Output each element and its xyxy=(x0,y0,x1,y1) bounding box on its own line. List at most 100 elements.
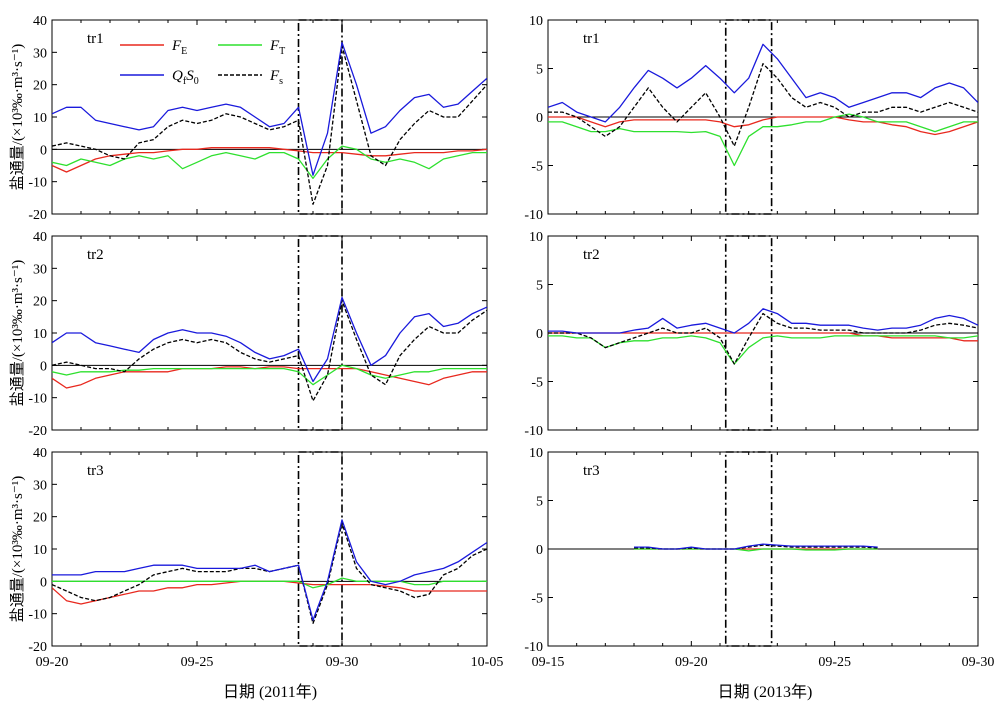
panel-label: tr3 xyxy=(87,463,104,479)
y-tick-label: -5 xyxy=(531,376,543,391)
series-group xyxy=(634,543,878,552)
y-tick-label: 10 xyxy=(33,111,47,126)
right-x-axis-label: 日期 (2013年) xyxy=(718,683,813,701)
y-tick-label: 5 xyxy=(536,279,543,294)
y-tick-label: 30 xyxy=(33,46,47,61)
series-line-FT xyxy=(52,364,487,386)
y-tick-label: 0 xyxy=(40,575,47,590)
y-tick-label: -10 xyxy=(524,424,543,439)
panel-label: tr1 xyxy=(583,31,600,47)
legend-item: Fs xyxy=(218,68,283,87)
y-tick-label: 5 xyxy=(536,63,543,78)
series-line-Fs xyxy=(548,63,978,147)
y-tick-label: 40 xyxy=(33,230,47,245)
series-line-QfS0 xyxy=(52,296,487,383)
series-group xyxy=(52,296,487,402)
panel-label: tr1 xyxy=(87,31,104,47)
y-axis-label: 盐通量/(×10³‰·m³·s⁻¹) xyxy=(9,44,26,191)
y-tick-label: -20 xyxy=(28,640,47,655)
legend-label: FT xyxy=(269,38,285,57)
series-line-QfS0 xyxy=(548,43,978,123)
y-tick-label: 10 xyxy=(33,327,47,342)
legend-item: FE xyxy=(120,38,187,57)
y-tick-label: 10 xyxy=(33,543,47,558)
x-tick-label: 09-25 xyxy=(818,655,851,670)
panel-right-tr1: -10 -5 0 5 10 tr1 xyxy=(524,14,979,223)
x-tick-label: 09-30 xyxy=(962,655,995,670)
y-tick-label: 40 xyxy=(33,14,47,29)
panel-label: tr3 xyxy=(583,463,600,479)
y-tick-label: 0 xyxy=(40,143,47,158)
y-tick-label: 0 xyxy=(536,327,543,342)
y-tick-label: 0 xyxy=(40,359,47,374)
y-tick-label: -20 xyxy=(28,424,47,439)
y-tick-label: 40 xyxy=(33,446,47,461)
highlight-window xyxy=(297,451,343,647)
x-tick-label: 09-20 xyxy=(675,655,708,670)
y-tick-label: 5 xyxy=(536,495,543,510)
legend-item: QfS0 xyxy=(120,68,199,87)
legend-label: Fs xyxy=(269,68,283,87)
series-line-QfS0 xyxy=(548,308,978,334)
legend-label: FE xyxy=(171,38,187,57)
y-axis-label: 盐通量/(×10³‰·m³·s⁻¹) xyxy=(9,260,26,407)
series-line-Fs xyxy=(634,544,878,550)
series-line-QfS0 xyxy=(52,41,487,176)
y-tick-label: -10 xyxy=(28,608,47,623)
x-tick-label: 09-15 xyxy=(532,655,565,670)
y-axis-label: 盐通量/(×10³‰·m³·s⁻¹) xyxy=(9,476,26,623)
legend-item: FT xyxy=(218,38,285,57)
plot-frame xyxy=(51,451,488,647)
y-tick-label: -5 xyxy=(531,160,543,175)
series-line-FT xyxy=(52,145,487,180)
x-tick-label: 09-30 xyxy=(326,655,359,670)
y-tick-label: -5 xyxy=(531,592,543,607)
series-line-FT xyxy=(548,113,978,167)
x-tick-label: 10-05 xyxy=(471,655,504,670)
panel-label: tr2 xyxy=(583,247,600,263)
x-tick-label: 09-25 xyxy=(181,655,214,670)
series-line-QfS0 xyxy=(634,543,878,550)
x-tick-label: 09-20 xyxy=(36,655,69,670)
y-tick-label: 10 xyxy=(529,14,543,29)
panel-left-tr1: -20 -10 0 10 20 30 40 tr1 盐通量/(×10³‰·m³·s⁻¹) xyxy=(9,14,488,223)
series-line-Fs xyxy=(548,312,978,365)
series-line-Fs xyxy=(52,300,487,402)
highlight-window xyxy=(297,235,343,431)
series-group xyxy=(52,41,487,205)
panels-layer: -20-10010203040tr1盐通量/(×10³‰·m³·s⁻¹)-20-… xyxy=(9,14,994,670)
y-tick-label: 0 xyxy=(536,111,543,126)
series-line-FE xyxy=(52,147,487,173)
y-tick-label: 30 xyxy=(33,478,47,493)
y-tick-label: 10 xyxy=(529,230,543,245)
y-tick-label: -10 xyxy=(28,392,47,407)
y-tick-label: 20 xyxy=(33,295,47,310)
y-tick-label: 0 xyxy=(536,543,543,558)
y-tick-label: -20 xyxy=(28,208,47,223)
y-tick-label: -10 xyxy=(524,208,543,223)
y-tick-label: 30 xyxy=(33,262,47,277)
series-group xyxy=(548,308,978,365)
y-tick-label: -10 xyxy=(524,640,543,655)
y-tick-label: -10 xyxy=(28,176,47,191)
panel-right-tr3: -10 -5 0 5 10 09-15 09-20 09-25 09-30 tr3 xyxy=(524,446,994,670)
series-group xyxy=(548,43,978,167)
legend: FE FT QfS0 Fs xyxy=(120,38,285,87)
y-tick-label: 20 xyxy=(33,79,47,94)
highlight-window xyxy=(297,19,343,215)
legend-label: QfS0 xyxy=(172,68,199,87)
series-line-FE xyxy=(548,332,978,342)
series-line-Fs xyxy=(52,45,487,205)
panel-right-tr2: -10 -5 0 5 10 tr2 xyxy=(524,230,979,439)
series-line-FE xyxy=(548,116,978,136)
series-line-FT xyxy=(52,577,487,589)
series-line-QfS0 xyxy=(52,519,487,621)
panel-left-tr3: -20 -10 0 10 20 30 40 09-20 09-25 09-30 10-05 tr3 盐通… xyxy=(9,446,503,670)
series-line-FT xyxy=(548,335,978,365)
y-tick-label: 20 xyxy=(33,511,47,526)
y-tick-label: 10 xyxy=(529,446,543,461)
series-group xyxy=(52,519,487,625)
panel-left-tr2: -20 -10 0 10 20 30 40 tr2 盐通量/(×10³‰·m³·s⁻¹) xyxy=(9,230,488,439)
left-x-axis-label: 日期 (2011年) xyxy=(223,683,317,701)
